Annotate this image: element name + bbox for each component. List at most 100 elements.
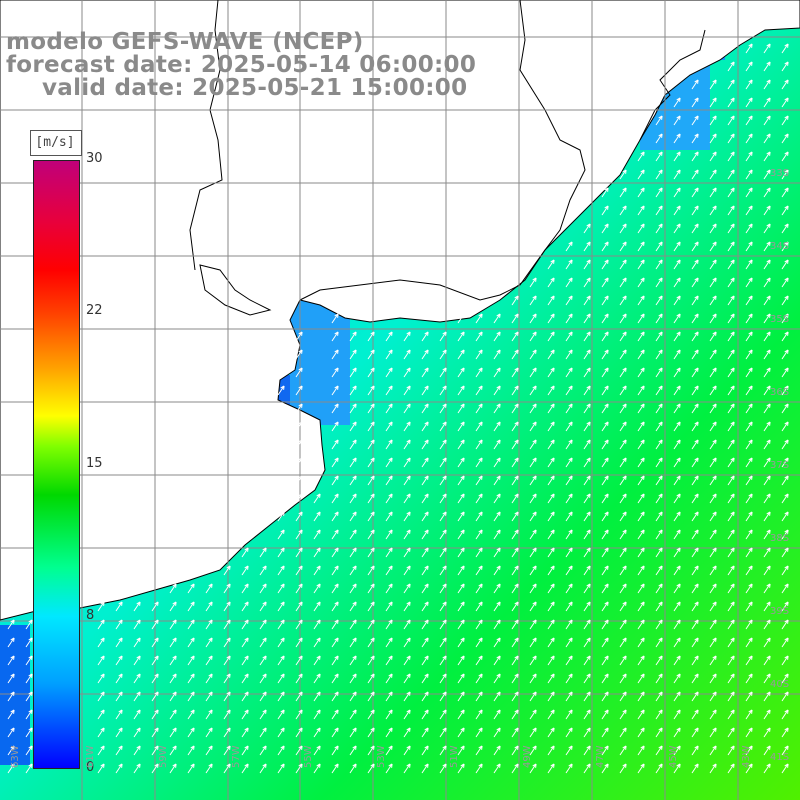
wind-arrow xyxy=(511,439,519,450)
wind-arrow xyxy=(709,637,717,648)
wind-arrow xyxy=(529,655,537,666)
wind-arrow xyxy=(277,493,285,504)
wind-arrow xyxy=(529,727,537,738)
wind-arrow xyxy=(619,691,627,702)
wind-arrow xyxy=(637,745,645,756)
wind-arrow xyxy=(385,655,393,666)
wind-arrow xyxy=(547,565,555,576)
wind-arrow xyxy=(511,457,519,468)
wind-arrow xyxy=(421,763,429,774)
wind-arrow xyxy=(259,547,267,558)
wind-arrow xyxy=(655,601,663,612)
wind-arrow xyxy=(781,601,789,612)
wind-arrow xyxy=(511,475,519,486)
wind-arrow xyxy=(565,547,573,558)
wind-arrow xyxy=(727,61,735,72)
wind-arrow xyxy=(673,349,681,360)
wind-arrow xyxy=(421,745,429,756)
wind-arrow xyxy=(565,709,573,720)
wind-arrow xyxy=(421,583,429,594)
wind-arrow xyxy=(367,511,375,522)
wind-arrow xyxy=(493,691,501,702)
wind-arrow xyxy=(745,403,753,414)
wind-arrow xyxy=(457,673,465,684)
wind-arrow xyxy=(655,367,663,378)
wind-arrow xyxy=(385,457,393,468)
wind-arrow xyxy=(511,619,519,630)
wind-arrow xyxy=(583,583,591,594)
wind-arrow xyxy=(115,673,123,684)
wind-arrow xyxy=(565,601,573,612)
wind-arrow xyxy=(583,727,591,738)
wind-arrow xyxy=(727,295,735,306)
wind-arrow xyxy=(691,655,699,666)
wind-arrow xyxy=(511,691,519,702)
wind-arrow xyxy=(421,547,429,558)
wind-arrow xyxy=(295,691,303,702)
wind-arrow xyxy=(385,439,393,450)
wind-arrow xyxy=(781,421,789,432)
wind-arrow xyxy=(511,583,519,594)
wind-arrow xyxy=(745,205,753,216)
wind-arrow xyxy=(691,151,699,162)
wind-arrow xyxy=(655,295,663,306)
wind-arrow xyxy=(331,691,339,702)
wind-arrow xyxy=(637,601,645,612)
wind-arrow xyxy=(349,421,357,432)
wind-arrow xyxy=(115,655,123,666)
wind-arrow xyxy=(421,475,429,486)
wind-arrow xyxy=(439,637,447,648)
wind-arrow xyxy=(601,439,609,450)
wind-arrow xyxy=(781,763,789,774)
wind-arrow xyxy=(313,763,321,774)
lat-label: 35S xyxy=(770,314,790,325)
wind-arrow xyxy=(439,565,447,576)
model-title: modelo GEFS-WAVE (NCEP) xyxy=(6,29,364,55)
wind-arrow xyxy=(601,421,609,432)
wind-arrow xyxy=(493,745,501,756)
wind-arrow xyxy=(241,727,249,738)
land-area xyxy=(0,0,800,621)
wind-arrow xyxy=(601,493,609,504)
wind-arrow xyxy=(619,457,627,468)
wind-arrow xyxy=(385,583,393,594)
wind-arrow xyxy=(655,259,663,270)
wind-arrow xyxy=(673,151,681,162)
wind-arrow xyxy=(547,691,555,702)
wind-arrow xyxy=(709,205,717,216)
wind-arrow xyxy=(727,259,735,270)
wind-arrow xyxy=(673,331,681,342)
wind-arrow xyxy=(367,493,375,504)
wind-arrow xyxy=(601,511,609,522)
wind-arrow xyxy=(259,601,267,612)
wind-arrow xyxy=(151,727,159,738)
wind-arrow xyxy=(763,151,771,162)
wind-arrow xyxy=(349,439,357,450)
wind-arrow xyxy=(529,745,537,756)
wind-arrow xyxy=(529,331,537,342)
lat-label: 38S xyxy=(770,533,790,544)
wind-arrow xyxy=(439,601,447,612)
wind-arrow xyxy=(583,349,591,360)
wind-arrow xyxy=(709,151,717,162)
wind-arrow xyxy=(601,475,609,486)
wind-arrow xyxy=(655,133,663,144)
wind-arrow xyxy=(133,637,141,648)
wind-arrow xyxy=(331,727,339,738)
wind-arrow xyxy=(313,655,321,666)
lagoon xyxy=(199,264,272,316)
wind-arrow xyxy=(97,763,105,774)
wind-arrow xyxy=(151,601,159,612)
wind-arrow xyxy=(673,457,681,468)
wind-arrow xyxy=(637,187,645,198)
wind-arrow xyxy=(745,421,753,432)
wind-arrow xyxy=(511,547,519,558)
wind-arrow xyxy=(619,655,627,666)
wind-arrow xyxy=(547,529,555,540)
wind-arrow xyxy=(745,151,753,162)
wind-arrow xyxy=(709,79,717,90)
wind-arrow xyxy=(709,547,717,558)
wind-arrow xyxy=(781,385,789,396)
wind-arrow xyxy=(295,439,303,450)
wind-arrow xyxy=(151,745,159,756)
